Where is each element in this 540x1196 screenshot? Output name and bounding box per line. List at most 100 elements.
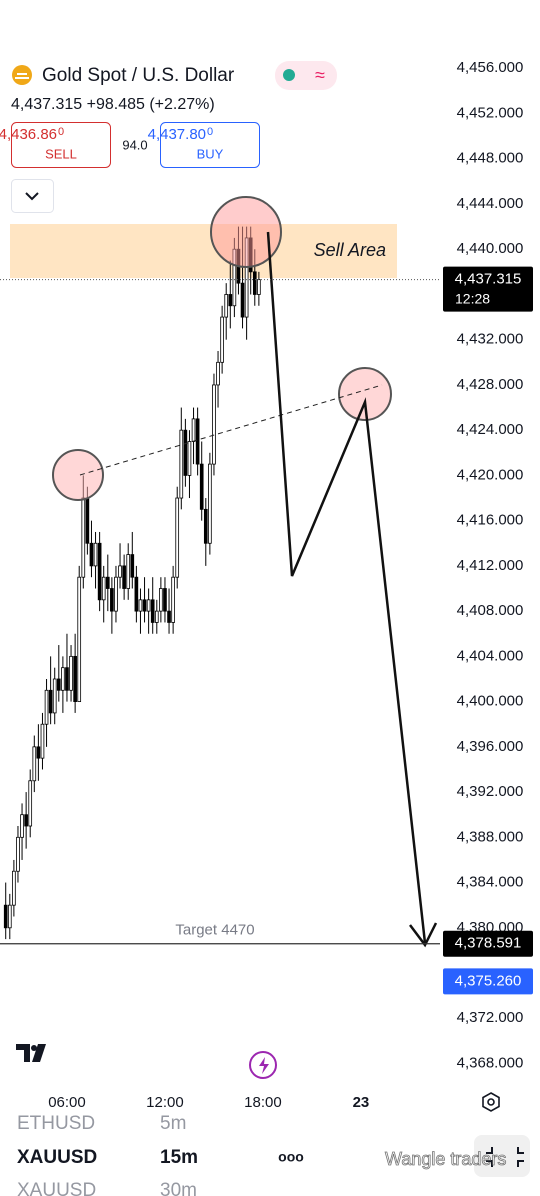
- price-label-box: [443, 266, 533, 312]
- candle-body: [16, 836, 20, 872]
- candles: [3, 226, 261, 940]
- candle-body: [187, 441, 192, 476]
- sell-price: 4,436.86: [0, 126, 57, 143]
- buy-price-last: 0: [207, 126, 213, 138]
- candle-body: [32, 746, 37, 782]
- symbol: XAUUSD: [17, 1180, 96, 1196]
- candle-body: [28, 780, 33, 827]
- candle-body: [77, 576, 82, 703]
- candle-body: [81, 497, 86, 578]
- footer: ETHUSD 5m XAUUSD 15m ooo XAUUSD 30m Wangle trad…: [17, 1113, 507, 1196]
- status-icon: ≈: [315, 65, 325, 85]
- buy-box[interactable]: [160, 122, 260, 168]
- candle-body: [159, 588, 163, 612]
- candle-body: [97, 542, 102, 601]
- candle-body: [142, 599, 147, 612]
- settings-button[interactable]: [482, 1092, 500, 1112]
- candle-body: [240, 282, 245, 318]
- y-tick-label: 4,384.000: [457, 874, 524, 891]
- sell-box[interactable]: [11, 122, 111, 168]
- candle-body: [24, 814, 28, 827]
- y-tick-label: 4,432.000: [457, 331, 524, 348]
- expand-icon: [486, 1147, 524, 1167]
- candle-body: [208, 463, 212, 544]
- candle-body: [163, 588, 167, 612]
- candle-body: [48, 689, 53, 714]
- y-tick-label: 4,404.000: [457, 647, 524, 664]
- interval: 5m: [160, 1113, 186, 1134]
- candle-body: [36, 746, 41, 759]
- candle-body: [101, 576, 106, 601]
- y-tick-label: 4,420.000: [457, 466, 524, 483]
- candle-body: [224, 294, 229, 318]
- expand-button[interactable]: [474, 1135, 530, 1177]
- symbol-list: [0, 1115, 540, 1196]
- lightning-icon: [259, 1057, 269, 1074]
- trend-line: [79, 384, 383, 476]
- candle-body: [118, 565, 122, 578]
- candle-body: [89, 542, 94, 567]
- candle-body: [150, 599, 155, 623]
- price-label: 4,437.315: [455, 271, 522, 288]
- y-tick-label: 4,456.000: [457, 59, 524, 76]
- watermark: Wangle traders: [385, 1149, 506, 1169]
- arrow-head: [409, 922, 438, 948]
- target-label: Target 4470: [175, 922, 254, 939]
- candle-body: [122, 565, 126, 589]
- candle-body: [44, 689, 49, 725]
- y-tick-label: 4,444.000: [457, 195, 524, 212]
- candle-body: [138, 599, 143, 612]
- candle-body: [126, 554, 131, 589]
- candle-body: [114, 576, 118, 612]
- y-tick-label: 4,408.000: [457, 602, 524, 619]
- dropdown-button[interactable]: [11, 179, 54, 213]
- price-label-time: 12:28: [455, 290, 490, 306]
- chevron: [25, 192, 39, 201]
- candle-body: [252, 271, 257, 295]
- sell-zone-label: Sell Area: [314, 240, 386, 260]
- candle-body: [179, 429, 184, 499]
- candle-body: [228, 294, 233, 307]
- x-tick-label: 23: [353, 1094, 370, 1111]
- sell-price-last: 0: [58, 126, 64, 138]
- y-tick-label: 4,372.000: [457, 1009, 524, 1026]
- menu: ooo: [278, 1149, 304, 1165]
- candle-body: [171, 576, 175, 623]
- x-tick-label: 06:00: [48, 1094, 86, 1111]
- candle-body: [56, 678, 61, 691]
- market-open-dot: [283, 69, 295, 81]
- candle-body: [52, 678, 57, 714]
- candle-body: [212, 384, 216, 465]
- buy-button[interactable]: 4,437.80 0 BUY: [148, 122, 260, 168]
- interval: 15m: [160, 1147, 198, 1168]
- y-tick-label: 4,440.000: [457, 240, 524, 257]
- candle-body: [73, 655, 77, 703]
- candle-body: [105, 576, 110, 589]
- sell-zone: [10, 224, 397, 278]
- lightning-button[interactable]: [249, 1051, 277, 1079]
- candle-body: [220, 316, 224, 363]
- price-label-box: [443, 968, 533, 995]
- candle-body: [3, 904, 8, 929]
- y-tick-label: 4,412.000: [457, 557, 524, 574]
- tv-logo-dot: [31, 1045, 37, 1051]
- candle-body: [130, 554, 135, 578]
- x-tick-label: 18:00: [244, 1094, 282, 1111]
- symbol: XAUUSD: [17, 1147, 97, 1168]
- candle-body: [134, 576, 139, 612]
- sell-button[interactable]: 4,436.86 0 SELL: [0, 122, 111, 168]
- candle-body: [167, 610, 171, 623]
- y-tick-label: 4,400.000: [457, 693, 524, 710]
- y-tick-label: 4,428.000: [457, 376, 524, 393]
- gold-icon-bars: [15, 73, 29, 79]
- highlight-circle: [52, 449, 104, 501]
- spread: 94.0: [122, 137, 147, 152]
- settings-icon-center: [487, 1098, 495, 1106]
- candle-body: [93, 542, 98, 567]
- title: Gold Spot / U.S. Dollar: [42, 65, 235, 86]
- candle-body: [20, 814, 24, 838]
- projection-path: [266, 231, 427, 944]
- price-label: 4,378.591: [455, 935, 522, 952]
- tv-logo: [16, 1044, 46, 1062]
